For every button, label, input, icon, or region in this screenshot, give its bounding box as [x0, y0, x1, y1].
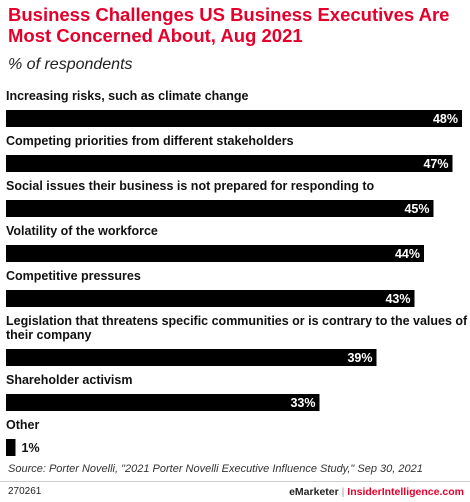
- bar-chart: Increasing risks, such as climate change…: [6, 89, 468, 456]
- bar-group: Increasing risks, such as climate change…: [6, 89, 462, 127]
- bar: [6, 110, 462, 127]
- category-label: Legislation that threatens specific comm…: [6, 314, 468, 328]
- brand-credit: eMarketer | InsiderIntelligence.com: [289, 486, 464, 498]
- category-label: Increasing risks, such as climate change: [6, 89, 249, 103]
- category-label: their company: [6, 328, 91, 342]
- chart-title: Business Challenges US Business Executiv…: [8, 4, 450, 46]
- bar: [6, 155, 453, 172]
- bar-group: Other 1%: [6, 418, 40, 456]
- bar: [6, 394, 320, 411]
- bar-group: Competitive pressures 43%: [6, 269, 415, 307]
- bar-group: Volatility of the workforce 44%: [6, 224, 424, 262]
- value-label: 33%: [290, 396, 315, 410]
- value-label: 43%: [385, 292, 410, 306]
- bar: [6, 349, 377, 366]
- value-label: 48%: [433, 112, 458, 126]
- source-note: Source: Porter Novelli, "2021 Porter Nov…: [8, 463, 423, 475]
- chart-id: 270261: [8, 486, 42, 497]
- bar: [6, 200, 434, 217]
- bar-group: Legislation that threatens specific comm…: [6, 314, 468, 366]
- brand-separator: |: [341, 486, 345, 498]
- footer-divider: [0, 481, 470, 482]
- bar-group: Shareholder activism 33%: [6, 373, 320, 411]
- bar-group: Competing priorities from different stak…: [6, 134, 453, 172]
- bar: [6, 245, 424, 262]
- bar: [6, 439, 16, 456]
- bar: [6, 290, 415, 307]
- value-label: 39%: [347, 351, 372, 365]
- category-label: Other: [6, 418, 39, 432]
- category-label: Social issues their business is not prep…: [6, 179, 374, 193]
- brand-emarketer: eMarketer: [289, 486, 339, 498]
- value-label: 44%: [395, 247, 420, 261]
- brand-insider-intelligence: InsiderIntelligence.com: [347, 486, 464, 498]
- value-label: 1%: [22, 441, 40, 455]
- value-label: 47%: [423, 157, 448, 171]
- category-label: Shareholder activism: [6, 373, 132, 387]
- category-label: Competitive pressures: [6, 269, 141, 283]
- category-label: Competing priorities from different stak…: [6, 134, 294, 148]
- category-label: Volatility of the workforce: [6, 224, 158, 238]
- chart-subtitle: % of respondents: [8, 56, 133, 73]
- value-label: 45%: [404, 202, 429, 216]
- bar-group: Social issues their business is not prep…: [6, 179, 434, 217]
